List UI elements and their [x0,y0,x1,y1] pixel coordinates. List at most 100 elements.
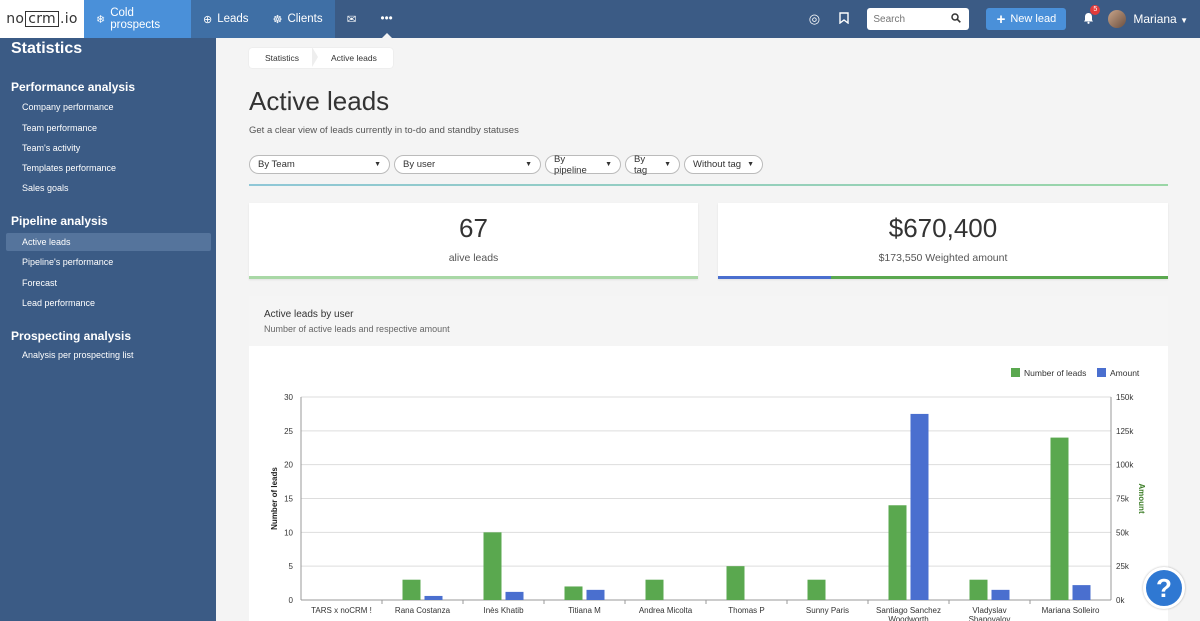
new-lead-button[interactable]: + New lead [986,8,1067,30]
caret-down-icon: ▼ [747,161,754,168]
tab-leads[interactable]: ⊕ Leads [191,0,261,38]
filter-by-pipeline[interactable]: By pipeline ▼ [545,154,621,176]
y2-tick-label: 150k [1116,393,1134,402]
page-title: Active leads [249,86,390,116]
breadcrumb-statistics[interactable]: Statistics [249,47,319,67]
y-tick-label: 20 [284,461,293,470]
filter-without-tag[interactable]: Without tag ▼ [684,155,763,174]
sidebar-item-templates-performance[interactable]: Templates performance [22,163,117,173]
notification-count-badge: 5 [1090,4,1101,15]
kpi-weighted-amount-label: $173,550 Weighted amount [878,252,1008,264]
y-tick-label: 5 [289,562,294,571]
caret-down-icon: ▼ [664,161,671,168]
bar-number-of-leads [645,579,664,600]
y2-tick-label: 0k [1116,596,1125,605]
sidebar-item-sales-goals[interactable]: Sales goals [22,183,69,193]
notifications-bell-icon[interactable]: 5 [1078,4,1101,27]
y-tick-label: 15 [284,495,293,504]
sidebar-item-team-performance[interactable]: Team performance [22,123,98,133]
sidebar-item-analysis-per-prospecting-list[interactable]: Analysis per prospecting list [22,350,134,360]
bar-number-of-leads [726,566,745,600]
bar-amount [505,591,524,600]
filter-bar: By Team ▼ By user ▼ By pipeline ▼ By tag ▼ W… [249,154,767,176]
caret-down-icon: ▼ [374,161,381,168]
x-tick-label: Santiago Sanchez Woodworth [876,606,941,621]
kpi-amount-bar [831,276,1168,279]
breadcrumb-active-leads: Active leads [331,53,377,63]
user-menu[interactable]: Mariana ▼ [1133,12,1188,26]
legend-swatch-number-of-leads [1011,368,1020,377]
y2-tick-label: 75k [1116,495,1130,504]
kpi-alive-leads-card: 67 alive leads [249,203,698,279]
top-navigation-bar: no crm .io ❄ Cold prospects ⊕ Leads ☸ Clie… [0,0,1200,38]
active-leads-chart-card: Active leads by user Number of active le… [249,296,1168,621]
chart-header: Active leads by user Number of active le… [249,296,1168,346]
bookmark-icon[interactable] [829,11,859,27]
y2-tick-label: 50k [1116,528,1130,537]
y2-axis-title: Amount [1137,483,1146,514]
breadcrumb: Statistics Active leads [249,47,393,68]
sidebar-item-company-performance[interactable]: Company performance [22,102,114,112]
y-tick-label: 10 [284,528,293,537]
bar-amount [586,589,605,600]
filter-by-tag[interactable]: By tag ▼ [625,154,680,176]
active-leads-bar-chart: 0 0k 5 25k 10 50k 15 75k 20 100k 25 125k 30 150k Numbe… [270,368,1146,621]
bar-amount [991,589,1010,600]
search-box [867,8,970,30]
sidebar-title: Statistics [11,40,83,57]
filter-by-team[interactable]: By Team ▼ [249,155,390,174]
help-question-button[interactable]: ? [1143,567,1185,609]
bar-number-of-leads [807,579,826,600]
caret-down-icon: ▼ [1180,16,1188,25]
x-tick-label: Inès Khatib [483,606,524,615]
mail-icon[interactable]: ✉ [346,14,357,26]
search-input[interactable] [873,13,952,25]
legend-swatch-amount [1097,368,1106,377]
sidebar-item-pipelines-performance[interactable]: Pipeline's performance [22,257,114,267]
kpi-alive-leads-label: alive leads [448,252,499,264]
sidebar-item-active-leads[interactable]: Active leads [6,233,211,251]
plus-icon: + [996,10,1006,28]
tab-cold-prospects[interactable]: ❄ Cold prospects [84,0,191,38]
y2-tick-label: 25k [1116,562,1130,571]
more-icon[interactable]: ••• [369,0,405,38]
x-tick-label: Vladyslav Shapovalov [969,606,1011,621]
legend-label-amount: Amount [1110,368,1140,378]
handshake-icon: ☸ [272,13,283,26]
bar-number-of-leads [888,505,907,600]
tab-clients[interactable]: ☸ Clients [260,0,335,38]
bar-amount [1072,585,1091,600]
page-subtitle: Get a clear view of leads currently in t… [249,125,519,136]
chart-title: Active leads by user [264,309,354,320]
user-avatar[interactable] [1108,10,1127,28]
y-tick-label: 30 [284,393,293,402]
top-right-controls: ◎ + New lead 5 Mariana ▼ [799,0,1200,38]
x-tick-label: Sunny Paris [806,606,849,615]
section-performance-analysis: Performance analysis [11,80,136,94]
y2-tick-label: 125k [1116,427,1134,436]
target-icon: ⊕ [203,13,213,26]
caret-down-icon: ▼ [525,161,532,168]
x-tick-label: Mariana Solleiro [1042,606,1100,615]
bar-number-of-leads [483,532,502,600]
bar-amount [424,595,443,600]
sidebar-item-forecast[interactable]: Forecast [22,278,58,288]
nocrm-logo[interactable]: no crm .io [0,0,84,38]
filter-by-user[interactable]: By user ▼ [394,155,541,174]
sidebar-item-teams-activity[interactable]: Team's activity [22,143,81,153]
x-tick-label: TARS x noCRM ! [311,606,372,615]
goals-icon[interactable]: ◎ [808,11,821,26]
kpi-alive-leads-bar [249,276,698,279]
x-tick-label: Rana Costanza [395,606,451,615]
x-tick-label: Andrea Micolta [639,606,693,615]
bar-amount [910,413,929,600]
search-icon[interactable] [951,12,962,26]
y-axis-title: Number of leads [270,467,279,530]
sidebar-item-lead-performance[interactable]: Lead performance [22,298,96,308]
kpi-weighted-bar [718,276,831,279]
kpi-amount-value: $670,400 [888,213,998,243]
caret-down-icon: ▼ [605,161,612,168]
section-prospecting-analysis: Prospecting analysis [11,329,132,343]
bar-number-of-leads [1050,437,1069,600]
bar-number-of-leads [402,579,421,600]
